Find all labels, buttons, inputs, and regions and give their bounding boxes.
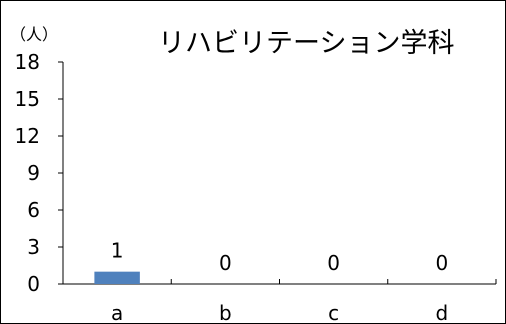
bar xyxy=(94,271,140,284)
y-tick-label: 9 xyxy=(27,161,40,185)
x-category-label: c xyxy=(328,301,339,324)
y-tick-label: 6 xyxy=(27,198,40,222)
category-labels: a b c d xyxy=(111,301,448,324)
data-label: 0 xyxy=(219,251,232,275)
y-tick-label: 18 xyxy=(15,50,40,74)
x-category-label: a xyxy=(111,301,123,324)
data-label: 1 xyxy=(111,239,124,263)
bars xyxy=(94,271,140,284)
y-unit-label: （人） xyxy=(10,25,58,44)
y-tick-label: 15 xyxy=(15,87,40,111)
y-ticks: 0 3 6 9 12 15 18 xyxy=(15,50,63,296)
y-tick-label: 3 xyxy=(27,235,40,259)
data-labels: 1 0 0 0 xyxy=(111,239,448,275)
data-label: 0 xyxy=(327,251,340,275)
y-tick-label: 0 xyxy=(27,272,40,296)
data-label: 0 xyxy=(436,251,449,275)
x-category-label: d xyxy=(436,301,449,324)
y-tick-label: 12 xyxy=(15,124,40,148)
x-category-label: b xyxy=(219,301,232,324)
chart-title: リハビリテーション学科 xyxy=(158,28,454,59)
